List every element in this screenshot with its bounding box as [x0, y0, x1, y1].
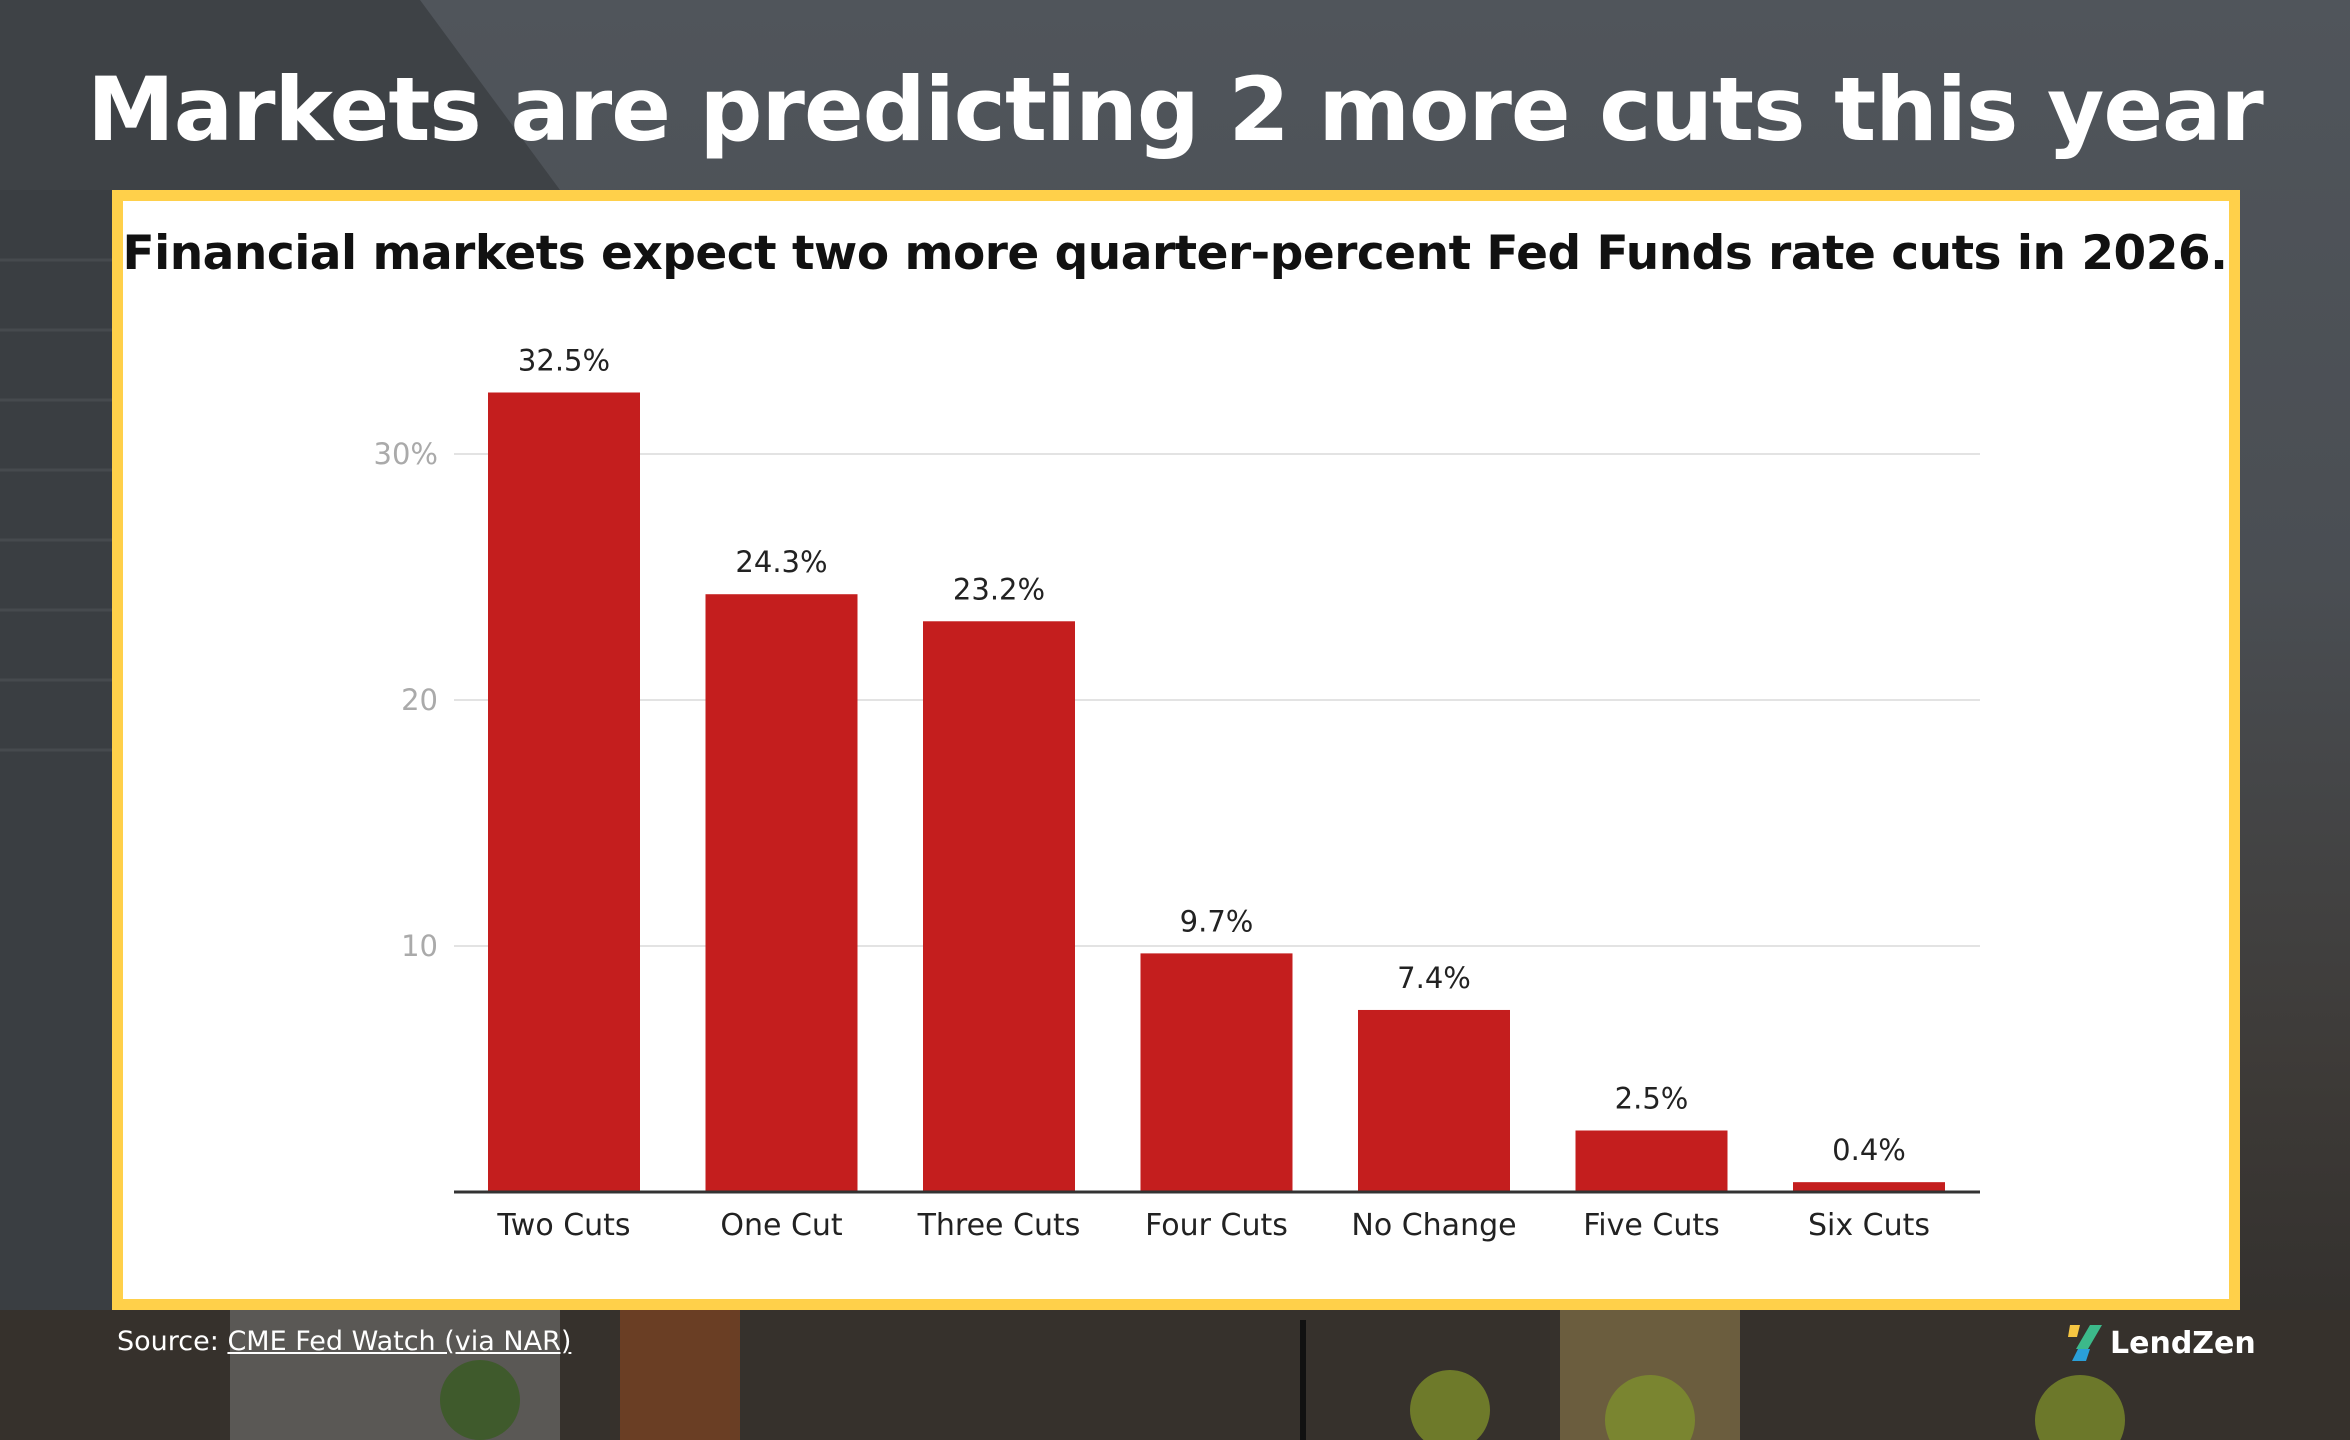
- bar: [1793, 1182, 1945, 1192]
- brand-name: LendZen: [2110, 1325, 2256, 1361]
- x-tick-label: Six Cuts: [1808, 1208, 1930, 1243]
- data-label: 2.5%: [1615, 1082, 1689, 1116]
- data-label: 9.7%: [1180, 904, 1254, 938]
- x-tick-label: Four Cuts: [1145, 1208, 1288, 1243]
- data-label: 23.2%: [953, 572, 1045, 606]
- page-title: Markets are predicting 2 more cuts this …: [87, 58, 2264, 161]
- brand-logo: LendZen: [2068, 1325, 2256, 1361]
- x-tick-label: One Cut: [720, 1208, 843, 1243]
- x-tick-label: Five Cuts: [1583, 1208, 1720, 1243]
- data-label: 7.4%: [1397, 961, 1471, 995]
- bar: [923, 621, 1075, 1192]
- chart-title: Financial markets expect two more quarte…: [122, 226, 2228, 281]
- source-prefix: Source:: [117, 1326, 219, 1357]
- lendzen-logo-icon: [2068, 1325, 2102, 1361]
- bar: [1575, 1130, 1728, 1192]
- y-tick-label: 30%: [374, 437, 438, 471]
- x-tick-label: Two Cuts: [496, 1208, 630, 1243]
- bar: [1358, 1009, 1510, 1192]
- bar: [705, 594, 858, 1192]
- data-label: 0.4%: [1832, 1133, 1906, 1167]
- data-label: 32.5%: [518, 344, 610, 378]
- x-tick-label: No Change: [1351, 1208, 1516, 1243]
- source-link[interactable]: CME Fed Watch (via NAR): [227, 1326, 572, 1357]
- y-tick-label: 10: [401, 929, 438, 963]
- bar: [1140, 953, 1293, 1192]
- source-note: Source: CME Fed Watch (via NAR): [117, 1326, 571, 1357]
- x-tick-label: Three Cuts: [917, 1208, 1081, 1243]
- data-label: 24.3%: [735, 545, 827, 579]
- bar: [488, 392, 640, 1192]
- y-tick-label: 20: [401, 683, 438, 717]
